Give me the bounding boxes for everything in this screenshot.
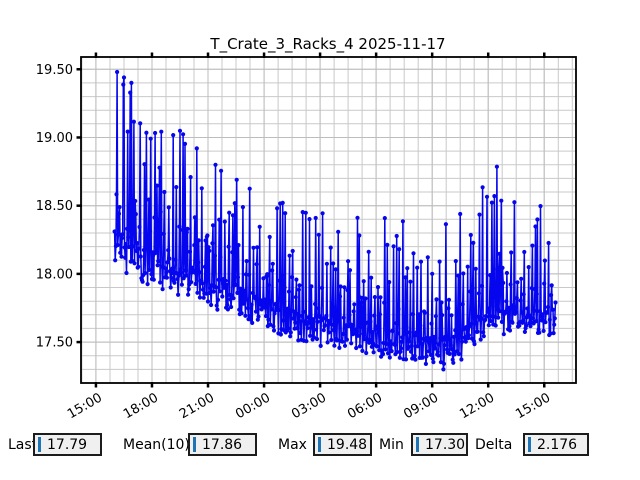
max-value: 19.48 — [327, 436, 368, 453]
last-label: Last — [8, 437, 38, 453]
last-value: 17.79 — [47, 436, 88, 453]
svg-text:18.00: 18.00 — [36, 267, 73, 282]
svg-text:03:00: 03:00 — [289, 390, 329, 422]
min-field[interactable]: 17.30 — [411, 433, 468, 456]
svg-text:09:00: 09:00 — [401, 390, 441, 422]
series-t-crate-3-racks-4 — [112, 69, 558, 372]
text-cursor — [528, 437, 531, 452]
svg-text:06:00: 06:00 — [345, 390, 385, 422]
mean10-label: Mean(10) — [123, 437, 190, 453]
x-axis-labels: 15:00 18:00 21:00 00:00 03:00 06:00 09:00 12:00… — [65, 390, 553, 422]
chart-title: T_Crate_3_Racks_4 2025-11-17 — [209, 35, 445, 54]
svg-text:21:00: 21:00 — [177, 390, 217, 422]
min-value: 17.30 — [425, 436, 466, 453]
svg-text:18:00: 18:00 — [121, 390, 161, 422]
min-label: Min — [379, 437, 404, 453]
temperature-chart: 15:00 18:00 21:00 00:00 03:00 06:00 09:00 12:00… — [36, 35, 577, 422]
text-cursor — [193, 437, 196, 452]
max-field[interactable]: 19.48 — [313, 433, 372, 456]
text-cursor — [38, 437, 41, 452]
delta-value: 2.176 — [537, 436, 578, 453]
svg-text:00:00: 00:00 — [233, 390, 273, 422]
delta-label: Delta — [475, 437, 513, 453]
mean10-value: 17.86 — [202, 436, 243, 453]
svg-text:19.50: 19.50 — [36, 63, 73, 78]
svg-text:15:00: 15:00 — [65, 390, 105, 422]
axes-frame — [80, 56, 577, 384]
mean10-field[interactable]: 17.86 — [188, 433, 257, 456]
svg-text:19.00: 19.00 — [36, 131, 73, 146]
max-label: Max — [278, 437, 307, 453]
axis-ticks — [76, 52, 546, 388]
delta-field[interactable]: 2.176 — [523, 433, 589, 456]
text-cursor — [416, 437, 419, 452]
svg-text:12:00: 12:00 — [457, 390, 497, 422]
last-field[interactable]: 17.79 — [33, 433, 102, 456]
text-cursor — [318, 437, 321, 452]
svg-text:18.50: 18.50 — [36, 199, 73, 214]
y-axis-labels: 17.50 18.00 18.50 19.00 19.50 — [36, 63, 73, 351]
svg-text:15:00: 15:00 — [513, 390, 553, 422]
svg-text:17.50: 17.50 — [36, 336, 73, 351]
